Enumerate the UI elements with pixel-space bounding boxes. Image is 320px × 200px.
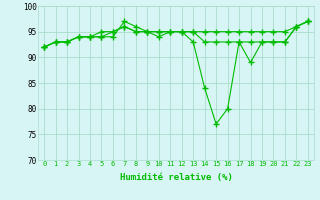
X-axis label: Humidité relative (%): Humidité relative (%): [120, 173, 232, 182]
